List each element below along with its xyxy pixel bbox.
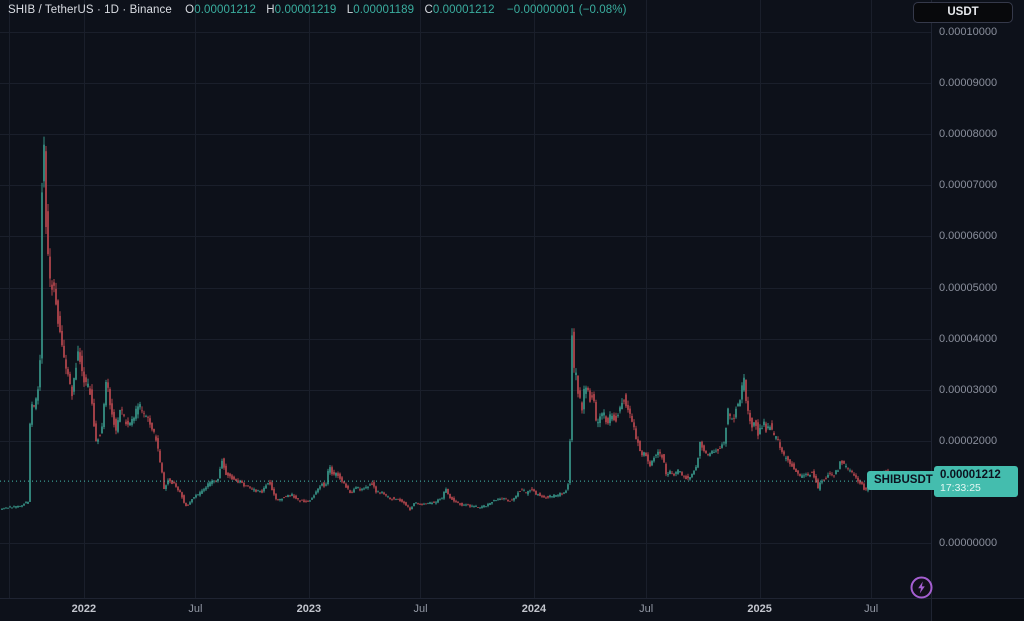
currency-toggle-button[interactable]: USDT xyxy=(913,2,1013,23)
time-axis-tick: Jul xyxy=(188,603,203,615)
time-axis-tick: Jul xyxy=(639,603,654,615)
price-axis-tick: 0.00003000 xyxy=(939,383,998,396)
symbol-price-label: SHIBUSDT xyxy=(867,471,940,490)
last-price-badge: 0.00001212 17:33:25 xyxy=(934,466,1018,497)
candlestick-chart[interactable] xyxy=(0,0,931,598)
price-axis-tick: 0.00002000 xyxy=(939,434,998,447)
price-axis-tick: 0.00005000 xyxy=(939,281,998,294)
price-change: −0.00000001 (−0.08%) xyxy=(506,4,627,16)
price-axis-tick: 0.00004000 xyxy=(939,332,998,345)
axis-corner xyxy=(931,598,1024,621)
symbol-legend: SHIB / TetherUS · 1D · Binance O0.000012… xyxy=(8,4,627,16)
ohlc-low: L0.00001189 xyxy=(346,4,415,16)
price-axis-tick: 0.00007000 xyxy=(939,179,998,192)
price-axis-tick: 0.00009000 xyxy=(939,77,998,90)
bar-countdown: 17:33:25 xyxy=(940,482,981,494)
time-axis[interactable]: 2022 Jul 2023 Jul 2024 Jul 2025 Jul xyxy=(0,598,931,621)
price-axis-tick: 0.00008000 xyxy=(939,128,998,141)
ohlc-close: C0.00001212 xyxy=(424,4,495,16)
ohlc-open: O0.00001212 xyxy=(185,4,256,16)
time-axis-tick: 2022 xyxy=(71,603,97,615)
symbol-title[interactable]: SHIB / TetherUS · 1D · Binance xyxy=(8,4,172,16)
price-axis-tick: 0.00000000 xyxy=(939,537,998,549)
price-axis[interactable]: USDT 0.00010000 0.00009000 0.00008000 0.000… xyxy=(913,0,1024,598)
ohlc-high: H0.00001219 xyxy=(266,4,337,16)
time-axis-tick: Jul xyxy=(864,603,879,615)
lightning-bolt-icon xyxy=(910,576,933,599)
time-axis-tick: 2023 xyxy=(296,603,322,615)
last-price-value: 0.00001212 xyxy=(940,469,1001,481)
lightning-bolt-button[interactable] xyxy=(908,574,935,601)
price-axis-tick: 0.00010000 xyxy=(939,26,998,38)
chart-pane[interactable]: SHIB / TetherUS · 1D · Binance O0.000012… xyxy=(0,0,940,599)
time-axis-tick: 2024 xyxy=(521,603,547,615)
time-axis-tick: Jul xyxy=(413,603,428,615)
price-axis-tick: 0.00006000 xyxy=(939,230,998,243)
time-axis-tick: 2025 xyxy=(747,603,772,615)
